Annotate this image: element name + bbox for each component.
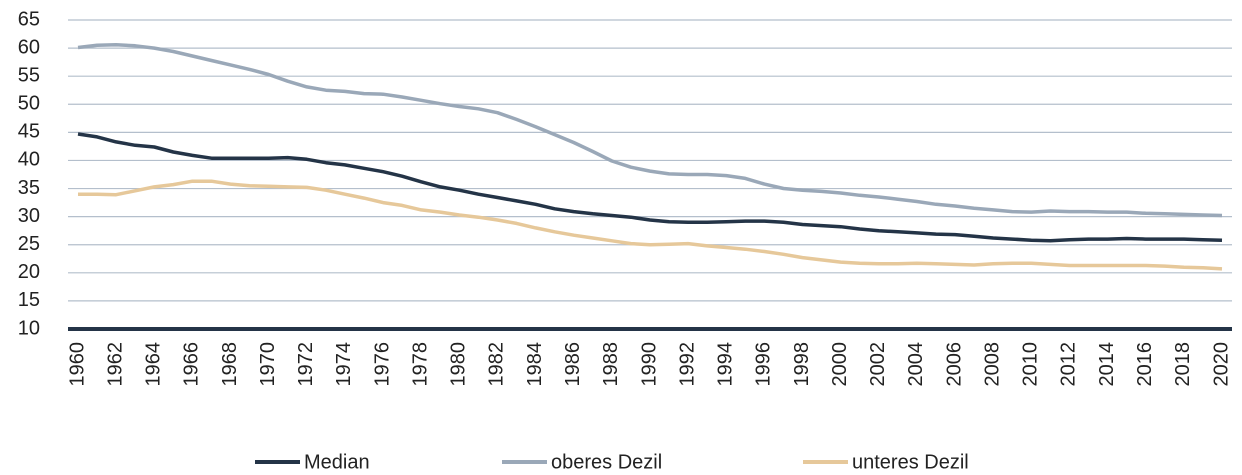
x-tick-label: 1978 — [409, 342, 431, 387]
y-tick-label: 35 — [18, 177, 40, 199]
x-tick-label: 2020 — [1210, 342, 1232, 387]
x-tick-label: 2018 — [1172, 342, 1194, 387]
x-tick-label: 1970 — [257, 342, 279, 387]
series-line — [77, 42, 1223, 218]
x-tick-label: 1972 — [295, 342, 317, 387]
legend-label: Median — [304, 451, 370, 473]
x-tick-label: 1992 — [676, 342, 698, 387]
x-tick-label: 1986 — [562, 342, 584, 387]
x-tick-label: 1976 — [371, 342, 393, 387]
x-tick-label: 1964 — [143, 342, 165, 387]
series-line — [77, 132, 1223, 243]
x-tick-label: 1984 — [524, 342, 546, 387]
x-tick-label: 1998 — [791, 342, 813, 387]
y-tick-label: 45 — [18, 121, 40, 143]
x-tick-label: 2000 — [829, 342, 851, 387]
x-tick-label: 2006 — [943, 342, 965, 387]
y-tick-label: 15 — [18, 289, 40, 311]
legend-label: unteres Dezil — [852, 451, 969, 473]
x-tick-label: 1994 — [715, 342, 737, 387]
y-tick-label: 60 — [18, 36, 40, 58]
legend-label: oberes Dezil — [551, 451, 662, 473]
x-tick-label: 2004 — [905, 342, 927, 387]
x-tick-label: 1990 — [638, 342, 660, 387]
x-tick-label: 1982 — [486, 342, 508, 387]
y-tick-label: 40 — [18, 149, 40, 171]
x-tick-label: 1968 — [219, 342, 241, 387]
x-tick-label: 1996 — [753, 342, 775, 387]
y-tick-label: 20 — [18, 261, 40, 283]
y-tick-label: 50 — [18, 93, 40, 115]
x-tick-label: 2014 — [1096, 342, 1118, 387]
x-tick-label: 2008 — [981, 342, 1003, 387]
x-tick-label: 2010 — [1020, 342, 1042, 387]
x-tick-label: 1974 — [333, 342, 355, 387]
x-tick-label: 2002 — [867, 342, 889, 387]
x-tick-label: 2012 — [1058, 342, 1080, 387]
y-tick-label: 10 — [18, 317, 40, 339]
x-tick-label: 2016 — [1134, 342, 1156, 387]
series-line — [78, 179, 1223, 271]
y-tick-label: 55 — [18, 64, 40, 86]
x-tick-label: 1988 — [600, 342, 622, 387]
x-tick-label: 1962 — [104, 342, 126, 387]
x-tick-label: 1966 — [181, 342, 203, 387]
y-tick-label: 30 — [18, 205, 40, 227]
x-tick-label: 1980 — [448, 342, 470, 387]
y-tick-label: 65 — [18, 8, 40, 30]
x-tick-label: 1960 — [66, 342, 88, 387]
y-tick-label: 25 — [18, 233, 40, 255]
